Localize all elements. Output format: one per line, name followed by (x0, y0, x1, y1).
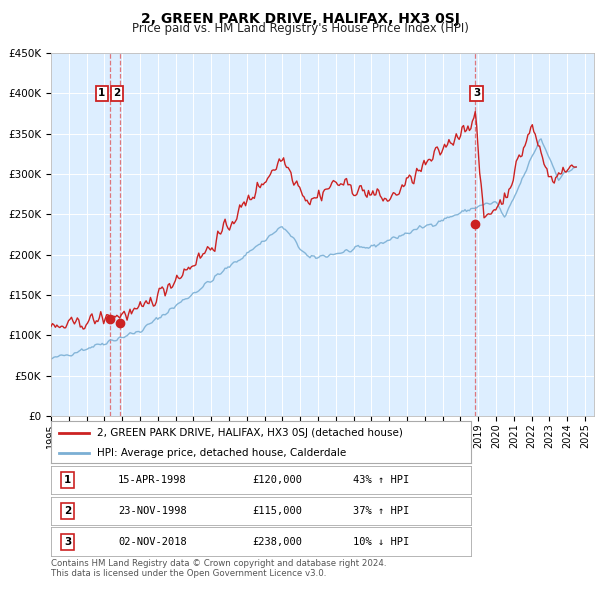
Text: 1: 1 (64, 476, 71, 485)
Text: 02-NOV-2018: 02-NOV-2018 (118, 537, 187, 546)
Text: £115,000: £115,000 (253, 506, 302, 516)
Text: 15-APR-1998: 15-APR-1998 (118, 476, 187, 485)
Text: Contains HM Land Registry data © Crown copyright and database right 2024.: Contains HM Land Registry data © Crown c… (51, 559, 386, 568)
Text: 2, GREEN PARK DRIVE, HALIFAX, HX3 0SJ (detached house): 2, GREEN PARK DRIVE, HALIFAX, HX3 0SJ (d… (97, 428, 403, 438)
Text: Price paid vs. HM Land Registry's House Price Index (HPI): Price paid vs. HM Land Registry's House … (131, 22, 469, 35)
Text: 3: 3 (473, 88, 480, 99)
Text: This data is licensed under the Open Government Licence v3.0.: This data is licensed under the Open Gov… (51, 569, 326, 578)
Text: 23-NOV-1998: 23-NOV-1998 (118, 506, 187, 516)
Text: £120,000: £120,000 (253, 476, 302, 485)
Text: HPI: Average price, detached house, Calderdale: HPI: Average price, detached house, Cald… (97, 448, 346, 457)
Text: 10% ↓ HPI: 10% ↓ HPI (353, 537, 410, 546)
Text: 43% ↑ HPI: 43% ↑ HPI (353, 476, 410, 485)
Text: 1: 1 (98, 88, 106, 99)
Text: 2, GREEN PARK DRIVE, HALIFAX, HX3 0SJ: 2, GREEN PARK DRIVE, HALIFAX, HX3 0SJ (140, 12, 460, 26)
Text: 37% ↑ HPI: 37% ↑ HPI (353, 506, 410, 516)
Text: 3: 3 (64, 537, 71, 546)
Text: £238,000: £238,000 (253, 537, 302, 546)
Text: 2: 2 (64, 506, 71, 516)
Text: 2: 2 (113, 88, 121, 99)
